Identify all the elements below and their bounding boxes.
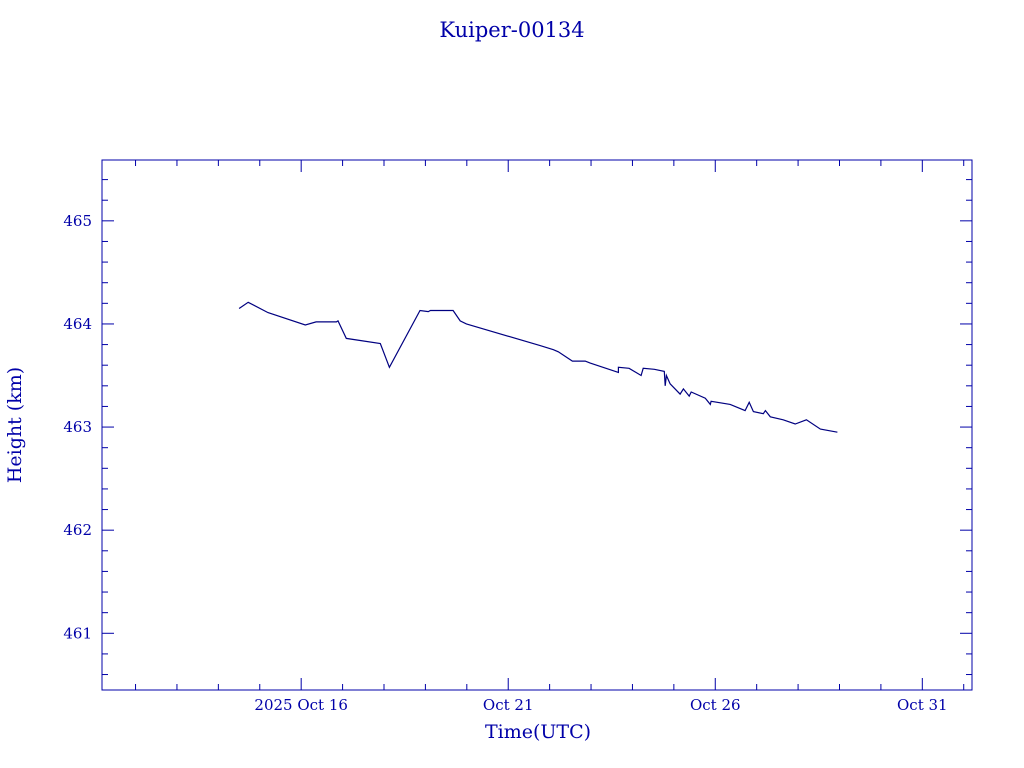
axis-ticks xyxy=(102,160,972,690)
y-tick-label: 465 xyxy=(63,212,92,230)
x-tick-label: Oct 31 xyxy=(897,696,948,714)
chart-title: Kuiper-00134 xyxy=(439,18,584,42)
y-axis-label: Height (km) xyxy=(4,367,26,483)
plot-frame xyxy=(101,159,973,691)
x-axis-label: Time(UTC) xyxy=(485,721,591,743)
y-tick-label: 462 xyxy=(63,521,92,539)
y-tick-label: 463 xyxy=(63,418,92,436)
tick-labels: 2025 Oct 16 Oct 21 Oct 26 Oct 31 461 462 463 46… xyxy=(63,212,947,714)
y-tick-label: 464 xyxy=(63,315,92,333)
x-tick-label: 2025 Oct 16 xyxy=(254,696,348,714)
height-series-line xyxy=(238,301,838,433)
x-tick-label: Oct 26 xyxy=(690,696,741,714)
x-tick-label: Oct 21 xyxy=(483,696,534,714)
y-tick-label: 461 xyxy=(63,624,92,642)
